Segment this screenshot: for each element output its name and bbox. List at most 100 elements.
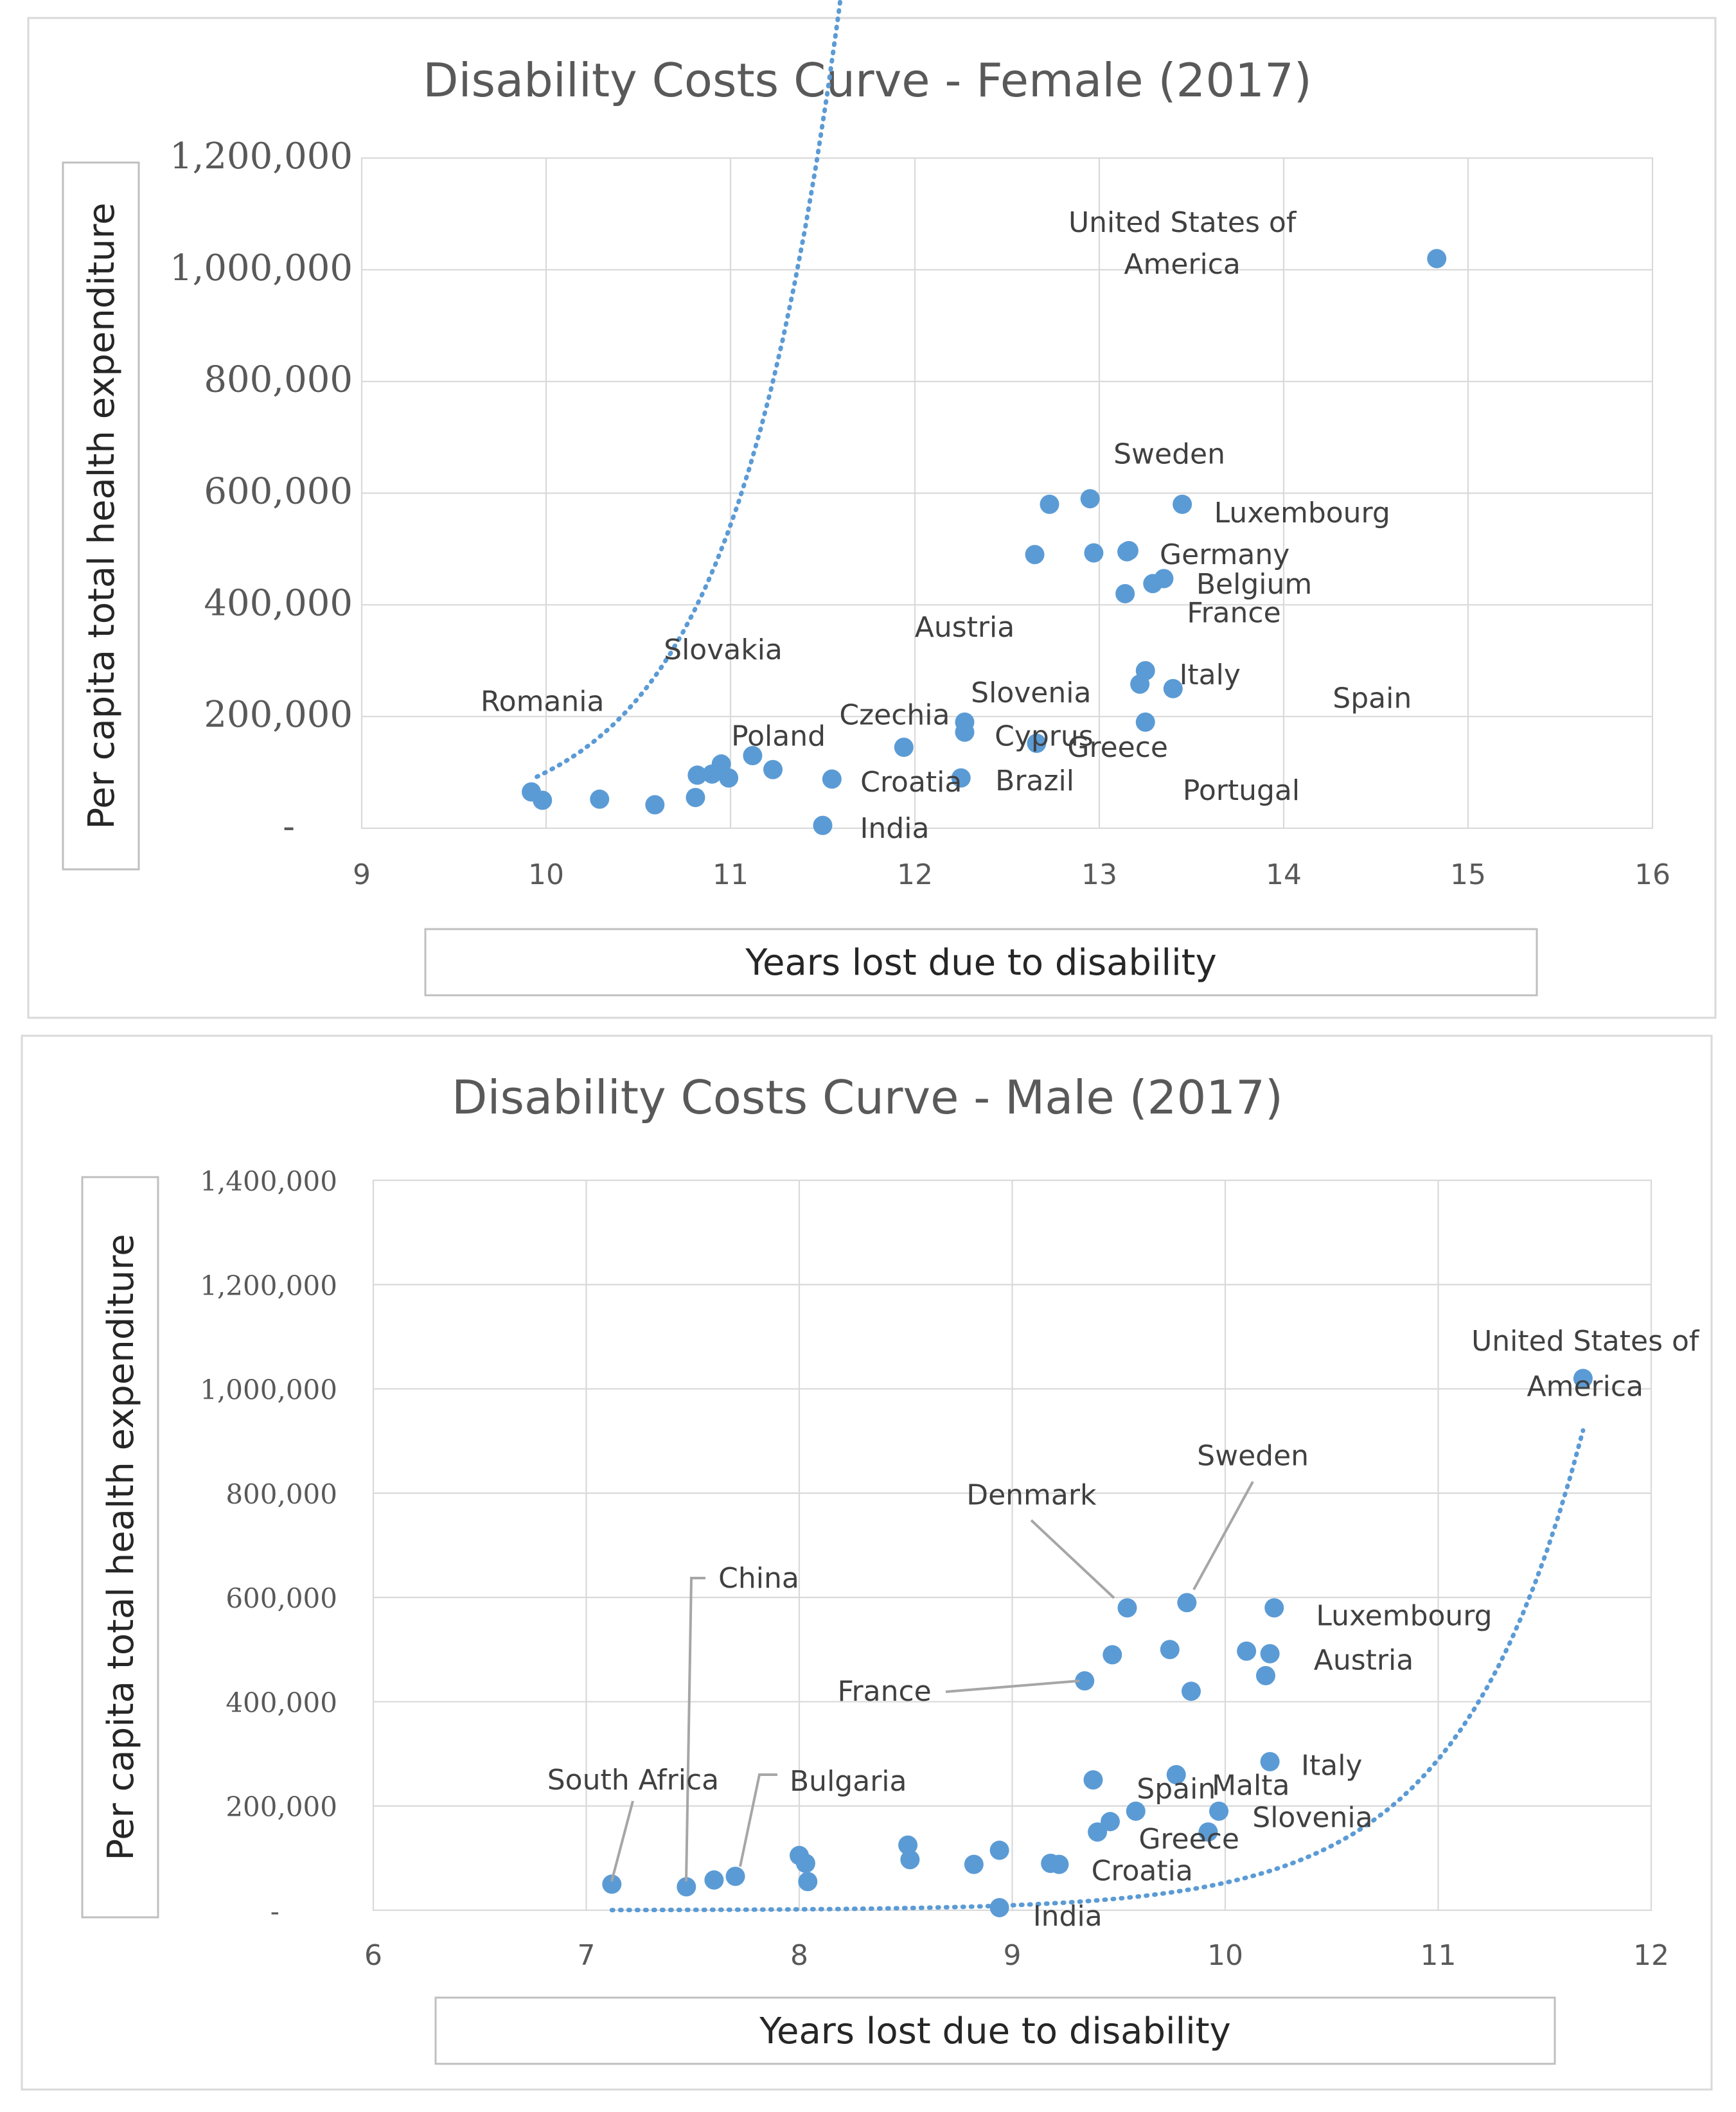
- male-data-point: [1049, 1854, 1069, 1874]
- female-x-axis-label: Years lost due to disability: [745, 942, 1217, 984]
- female-y-tick: 800,000: [204, 359, 353, 401]
- female-data-point: [955, 722, 975, 742]
- male-data-point: [964, 1854, 984, 1874]
- male-y-tick-labels: - 200,000 400,000 600,000 800,000 1,000,000 1,…: [200, 1166, 337, 1927]
- male-data-point: [1088, 1822, 1108, 1842]
- male-data-label: America: [1527, 1371, 1643, 1403]
- female-data-label: Slovenia: [971, 677, 1091, 709]
- female-gridlines: [362, 158, 1652, 828]
- male-data-label: Slovenia: [1252, 1802, 1372, 1834]
- female-trendline: [535, 0, 843, 779]
- male-x-tick: 9: [1004, 1939, 1022, 1972]
- female-data-label: United States of: [1068, 206, 1297, 239]
- male-data-point: [989, 1840, 1009, 1860]
- female-data-label: Austria: [915, 611, 1014, 644]
- male-data-point: [1209, 1801, 1229, 1821]
- female-data-points: [522, 249, 1447, 835]
- male-data-point: [1126, 1801, 1146, 1821]
- female-data-label: Romania: [481, 686, 604, 718]
- leader-line-france: [945, 1680, 1080, 1693]
- male-y-tick: 200,000: [226, 1791, 337, 1823]
- male-data-point: [795, 1853, 815, 1873]
- male-data-point: [798, 1872, 818, 1892]
- female-data-point: [1173, 494, 1192, 514]
- female-data-label: India: [860, 812, 929, 845]
- male-data-point: [1160, 1640, 1180, 1660]
- male-data-label: Spain: [1137, 1773, 1216, 1806]
- female-y-tick: 400,000: [204, 582, 353, 624]
- male-panel-border: [21, 1034, 1713, 2091]
- female-data-label: France: [1187, 597, 1280, 630]
- female-data-point: [1084, 543, 1104, 563]
- male-y-tick: 600,000: [226, 1583, 337, 1614]
- female-data-point: [645, 795, 665, 815]
- female-x-tick-labels: 9 10 11 12 13 14 15 16: [353, 858, 1670, 891]
- female-data-point: [1027, 733, 1047, 753]
- male-data-label: Sweden: [1197, 1439, 1309, 1472]
- male-plot-area: [372, 1179, 1652, 1912]
- male-x-tick: 8: [790, 1939, 808, 1972]
- male-data-label: Malta: [1212, 1769, 1289, 1802]
- female-data-label: America: [1124, 248, 1241, 281]
- male-data-point: [677, 1877, 696, 1897]
- male-y-tick: 1,400,000: [200, 1166, 337, 1197]
- male-y-tick: 1,000,000: [200, 1374, 337, 1406]
- male-x-tick: 6: [364, 1939, 382, 1972]
- male-label-leader-lines: [610, 1481, 1254, 1882]
- male-data-point: [1198, 1822, 1218, 1842]
- male-data-point: [1177, 1593, 1197, 1613]
- female-y-tick: 1,200,000: [170, 136, 353, 177]
- female-ylabel-box: [62, 161, 140, 871]
- male-data-label: China: [718, 1562, 799, 1595]
- female-x-tick: 9: [353, 858, 371, 891]
- female-data-point: [1427, 249, 1447, 269]
- male-x-axis-label: Years lost due to disability: [759, 2010, 1231, 2052]
- female-data-point: [719, 768, 739, 788]
- female-data-point: [1119, 541, 1138, 561]
- male-data-point: [900, 1850, 920, 1870]
- female-x-tick: 15: [1450, 858, 1486, 891]
- female-data-label: Belgium: [1196, 568, 1312, 601]
- female-data-point: [1130, 674, 1150, 694]
- male-data-point: [725, 1867, 745, 1886]
- male-data-point: [1103, 1645, 1122, 1665]
- leader-line-denmark: [1030, 1519, 1115, 1599]
- female-panel-border: [27, 17, 1717, 1019]
- female-y-tick: 600,000: [204, 471, 353, 513]
- female-data-point: [1135, 712, 1155, 732]
- female-data-point: [1115, 583, 1135, 603]
- male-data-point: [1573, 1369, 1593, 1389]
- female-data-label: Czechia: [839, 699, 950, 732]
- female-data-label: Germany: [1160, 538, 1289, 571]
- female-data-label: Luxembourg: [1214, 497, 1390, 529]
- female-data-point: [1143, 574, 1163, 594]
- female-y-tick: 1,000,000: [170, 247, 353, 289]
- male-data-labels: United States of America Sweden Denmark Luxe…: [547, 1325, 1700, 1933]
- male-gridlines: [373, 1180, 1651, 1910]
- female-data-label: Portugal: [1183, 774, 1300, 807]
- female-data-point: [743, 746, 763, 766]
- male-data-point: [1260, 1752, 1280, 1771]
- male-x-tick: 7: [578, 1939, 596, 1972]
- male-x-tick: 10: [1207, 1939, 1243, 1972]
- female-data-point: [894, 737, 914, 757]
- male-data-point: [1264, 1598, 1284, 1618]
- female-data-point: [1080, 489, 1100, 509]
- female-data-point: [590, 789, 610, 809]
- female-data-point: [813, 815, 833, 835]
- female-data-point: [951, 768, 971, 788]
- male-chart-title: Disability Costs Curve - Male (2017): [452, 1070, 1283, 1124]
- male-y-tick: -: [270, 1895, 279, 1927]
- female-data-label: Greece: [1067, 731, 1168, 764]
- male-y-tick: 1,200,000: [200, 1270, 337, 1301]
- male-data-point: [1181, 1682, 1201, 1701]
- male-ylabel-box: [81, 1176, 159, 1919]
- male-x-tick-labels: 6 7 8 9 10 11 12: [364, 1939, 1669, 1972]
- male-data-label: France: [837, 1675, 931, 1708]
- female-x-tick: 11: [713, 858, 748, 891]
- male-data-point: [704, 1870, 724, 1890]
- female-data-label: Slovakia: [664, 634, 783, 666]
- female-y-tick: -: [283, 806, 295, 847]
- female-x-tick: 13: [1081, 858, 1117, 891]
- male-data-label: Italy: [1301, 1749, 1362, 1782]
